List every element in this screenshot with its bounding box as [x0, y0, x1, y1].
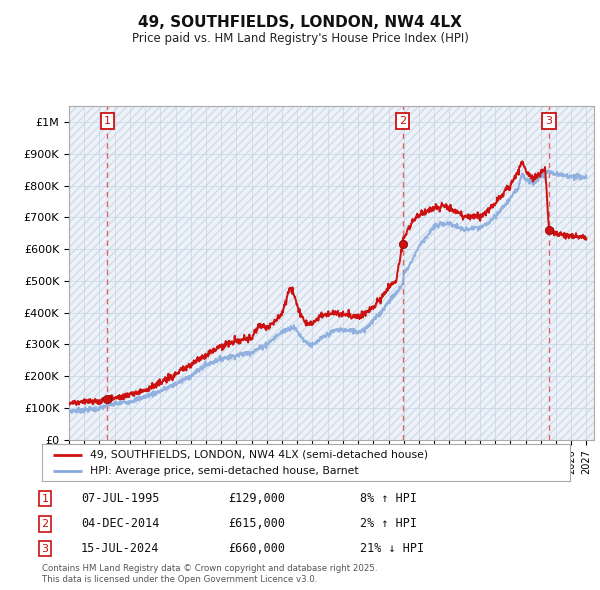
Text: £129,000: £129,000: [228, 492, 285, 505]
Text: 49, SOUTHFIELDS, LONDON, NW4 4LX (semi-detached house): 49, SOUTHFIELDS, LONDON, NW4 4LX (semi-d…: [89, 450, 428, 460]
Text: 3: 3: [545, 116, 553, 126]
Text: £615,000: £615,000: [228, 517, 285, 530]
Text: £660,000: £660,000: [228, 542, 285, 555]
Text: 3: 3: [41, 544, 49, 553]
Text: 21% ↓ HPI: 21% ↓ HPI: [360, 542, 424, 555]
Text: 8% ↑ HPI: 8% ↑ HPI: [360, 492, 417, 505]
Text: 2% ↑ HPI: 2% ↑ HPI: [360, 517, 417, 530]
Text: 49, SOUTHFIELDS, LONDON, NW4 4LX: 49, SOUTHFIELDS, LONDON, NW4 4LX: [138, 15, 462, 30]
Text: HPI: Average price, semi-detached house, Barnet: HPI: Average price, semi-detached house,…: [89, 466, 358, 476]
Text: 1: 1: [41, 494, 49, 503]
Text: Contains HM Land Registry data © Crown copyright and database right 2025.: Contains HM Land Registry data © Crown c…: [42, 565, 377, 573]
Text: 1: 1: [104, 116, 111, 126]
Text: Price paid vs. HM Land Registry's House Price Index (HPI): Price paid vs. HM Land Registry's House …: [131, 32, 469, 45]
Text: 2: 2: [399, 116, 406, 126]
Text: 15-JUL-2024: 15-JUL-2024: [81, 542, 160, 555]
Text: 04-DEC-2014: 04-DEC-2014: [81, 517, 160, 530]
Text: 2: 2: [41, 519, 49, 529]
Text: This data is licensed under the Open Government Licence v3.0.: This data is licensed under the Open Gov…: [42, 575, 317, 584]
Text: 07-JUL-1995: 07-JUL-1995: [81, 492, 160, 505]
